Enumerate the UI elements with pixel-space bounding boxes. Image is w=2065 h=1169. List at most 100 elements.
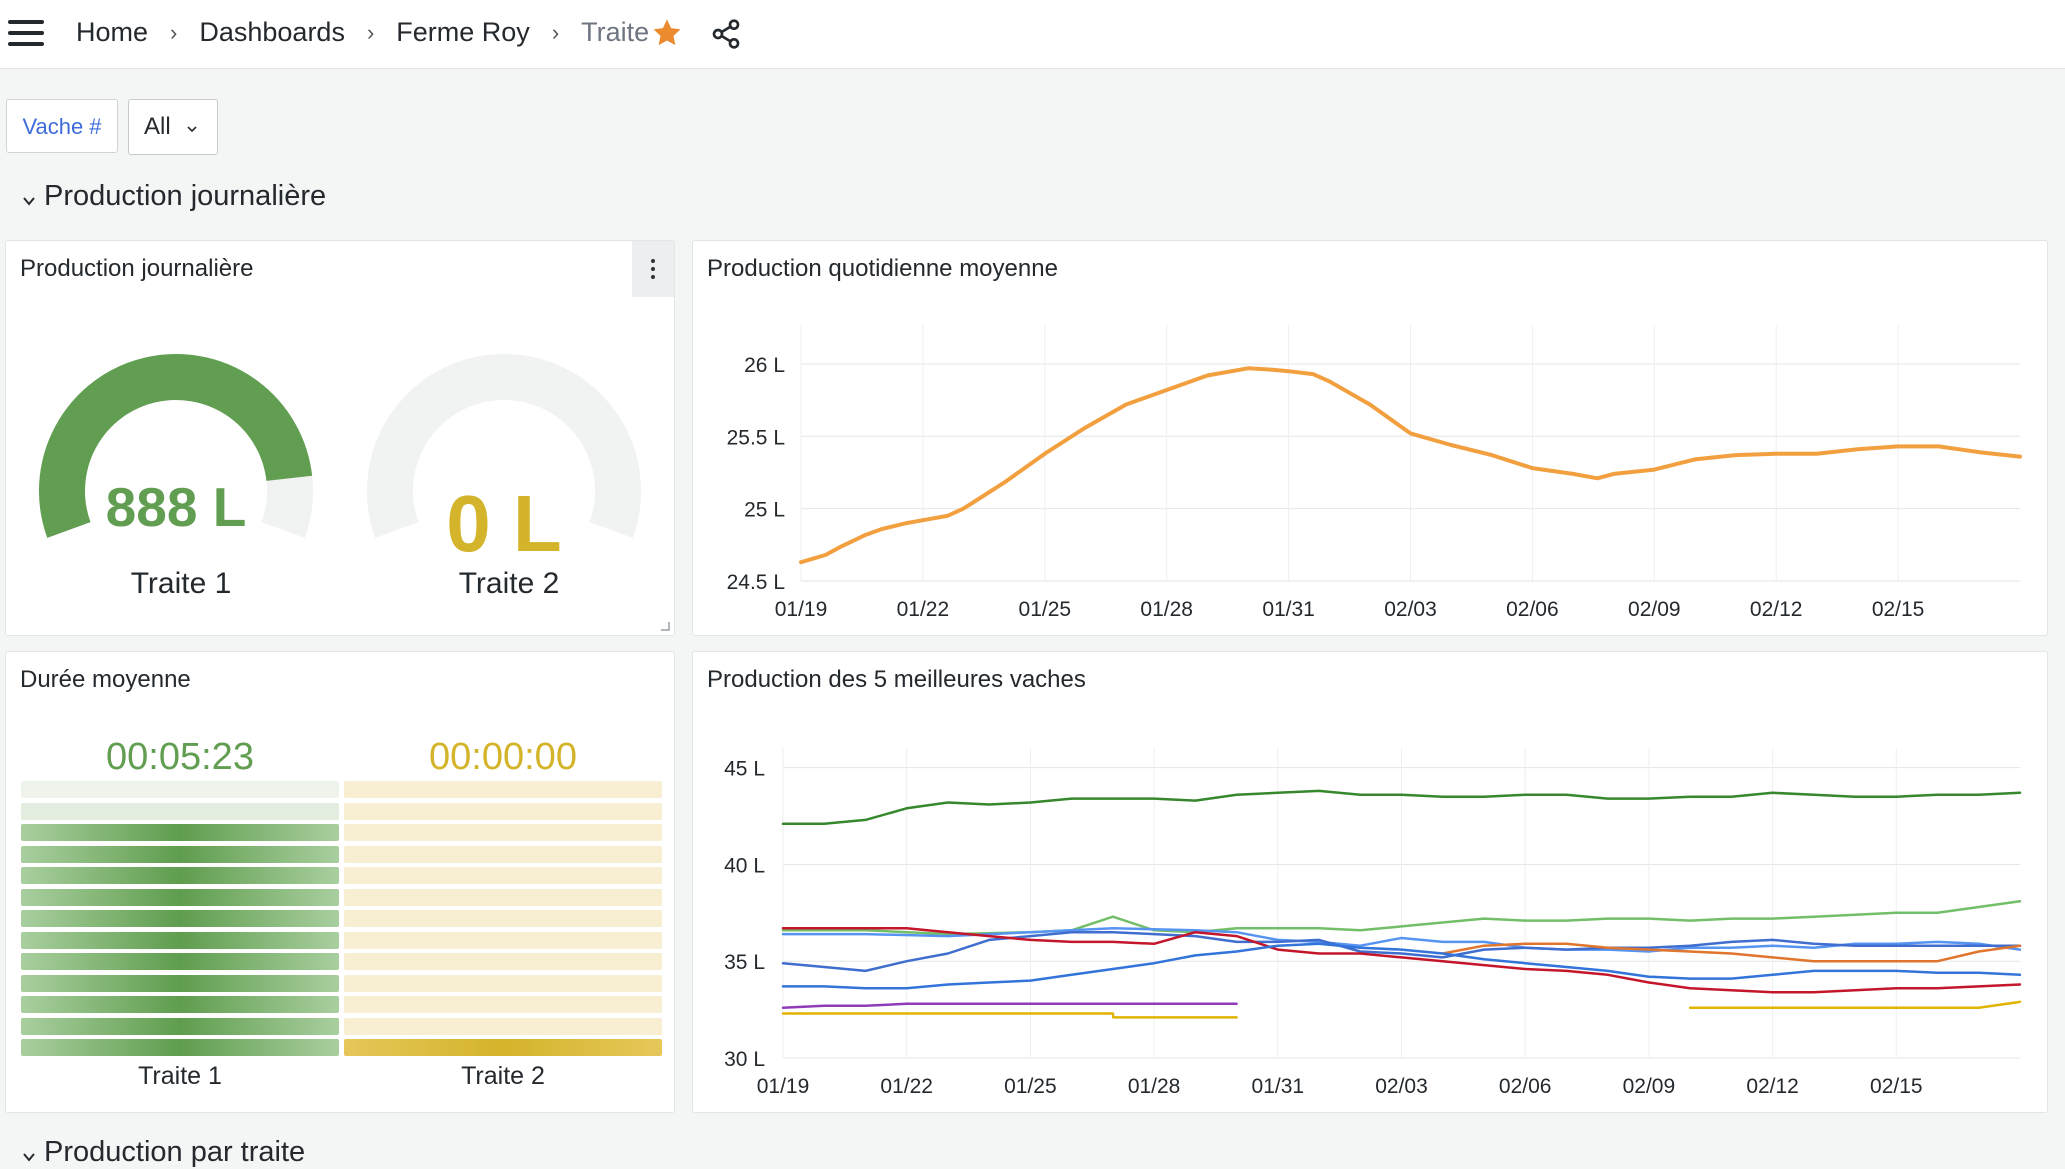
- x-tick-label: 02/09: [1628, 598, 1681, 621]
- variable-value: All: [144, 113, 171, 140]
- y-tick-label: 24.5 L: [727, 571, 785, 594]
- bar-gauge-cell: [344, 996, 662, 1013]
- panel-title: Production journalière: [20, 255, 254, 282]
- breadcrumb-current: Traite: [581, 17, 650, 47]
- panel-menu-icon[interactable]: [632, 241, 674, 297]
- series-line-8: [781, 1012, 1238, 1019]
- bar-gauge-cell: [21, 953, 339, 970]
- bar-gauge-cell: [21, 802, 339, 820]
- series-line-4: [1441, 942, 2022, 963]
- x-tick-label: 01/19: [775, 598, 828, 621]
- x-tick-label: 01/28: [1140, 598, 1193, 621]
- x-tick-label: 01/28: [1128, 1075, 1181, 1098]
- bar-gauge-traite-2: [344, 781, 662, 1109]
- series-line-5: [781, 927, 2022, 994]
- bar-gauge-label: Traite 1: [138, 1062, 222, 1090]
- bar-gauge-cell: [344, 1017, 662, 1035]
- bar-gauge-cell: [21, 888, 339, 906]
- bar-gauge-cell: [344, 1039, 662, 1056]
- y-tick-label: 35 L: [724, 951, 765, 974]
- bar-gauge-cell: [21, 824, 339, 841]
- gauge-traite-1: 888 L: [39, 354, 313, 538]
- row-collapse-icon[interactable]: [22, 1150, 36, 1164]
- x-tick-label: 02/12: [1750, 598, 1803, 621]
- bar-gauge-cell: [344, 867, 662, 884]
- panel-production-quotidienne-moyenne: Production quotidienne moyenne 24.5 L 25 …: [692, 240, 2048, 636]
- x-tick-label: 01/22: [880, 1075, 933, 1098]
- x-tick-label: 01/31: [1262, 598, 1315, 621]
- bar-gauge-cell: [344, 845, 662, 863]
- variable-select[interactable]: All: [128, 99, 218, 155]
- row-collapse-icon[interactable]: [22, 194, 36, 208]
- breadcrumb-home[interactable]: Home: [76, 17, 149, 47]
- star-icon[interactable]: [650, 16, 684, 50]
- x-tick-label: 01/19: [757, 1075, 810, 1098]
- y-tick-label: 45 L: [724, 758, 765, 781]
- panel-title: Durée moyenne: [20, 666, 191, 693]
- gauge-traite-2: 0 L: [367, 354, 641, 568]
- bar-gauge-cell: [344, 802, 662, 820]
- y-tick-label: 26 L: [744, 354, 785, 377]
- breadcrumb-folder[interactable]: Ferme Roy: [396, 17, 530, 47]
- resize-handle-icon[interactable]: [659, 620, 671, 632]
- bar-gauge-cell: [21, 781, 339, 798]
- y-tick-label: 25 L: [744, 499, 785, 522]
- gauge-label: Traite 2: [458, 567, 560, 600]
- variable-label: Vache #: [6, 99, 118, 153]
- y-tick-label: 30 L: [724, 1048, 765, 1071]
- panel-title: Production des 5 meilleures vaches: [707, 666, 1086, 693]
- chevron-right-icon: ›: [366, 19, 375, 45]
- x-tick-label: 02/15: [1872, 598, 1925, 621]
- series-line-0: [781, 789, 2022, 826]
- x-tick-label: 02/12: [1746, 1075, 1799, 1098]
- bar-gauge-cell: [344, 974, 662, 992]
- bar-gauge-cell: [21, 910, 339, 927]
- bar-gauge-label: Traite 2: [461, 1062, 545, 1090]
- bar-gauge-cell: [344, 931, 662, 949]
- series-line-7: [781, 1002, 1238, 1009]
- row-title-production-par-traite[interactable]: Production par traite: [44, 1136, 306, 1168]
- x-tick-label: 02/03: [1384, 598, 1437, 621]
- x-tick-label: 02/06: [1499, 1075, 1552, 1098]
- series-line-1: [781, 899, 2022, 936]
- share-icon[interactable]: [710, 18, 742, 50]
- bar-gauge-cell: [21, 996, 339, 1013]
- x-tick-label: 01/25: [1019, 598, 1072, 621]
- bar-gauge-cell: [21, 974, 339, 992]
- bar-gauge-cell: [21, 1039, 339, 1056]
- bar-gauge-cell: [344, 824, 662, 841]
- y-tick-label: 25.5 L: [727, 426, 785, 449]
- series-line-0: [799, 366, 2022, 565]
- bar-gauge-value: 00:00:00: [429, 736, 577, 778]
- chevron-right-icon: ›: [551, 19, 560, 45]
- x-tick-label: 01/31: [1252, 1075, 1305, 1098]
- gauge-value: 0 L: [446, 479, 562, 568]
- bar-gauge-cell: [344, 910, 662, 927]
- panel-duree-moyenne: Durée moyenne 00:05:23 00:00:00 Traite 1…: [5, 651, 675, 1113]
- x-tick-label: 01/22: [897, 598, 950, 621]
- breadcrumb-dashboards[interactable]: Dashboards: [199, 17, 345, 47]
- bar-gauge-traite-1: [21, 781, 339, 1109]
- bar-gauge-value: 00:05:23: [106, 736, 254, 778]
- line-chart: 30 L 35 L 40 L 45 L 01/19 01/22 01/25 01/28 01/3…: [724, 748, 2022, 1098]
- bar-gauge-cell: [344, 781, 662, 798]
- series-line-3: [781, 930, 2022, 973]
- x-tick-label: 02/15: [1870, 1075, 1923, 1098]
- series-line-6: [781, 942, 2022, 990]
- x-tick-label: 02/09: [1623, 1075, 1676, 1098]
- menu-icon[interactable]: [8, 20, 44, 46]
- chevron-down-icon: [187, 126, 197, 133]
- gauges: 888 L 0 L: [39, 354, 641, 568]
- bar-gauge-cell: [21, 845, 339, 863]
- y-tick-label: 40 L: [724, 854, 765, 877]
- x-tick-label: 02/06: [1506, 598, 1559, 621]
- gauge-value: 888 L: [106, 476, 247, 538]
- chevron-right-icon: ›: [170, 19, 178, 45]
- line-chart: 24.5 L 25 L 25.5 L 26 L 01/19 01/22 01/25 01/28…: [727, 325, 2022, 621]
- x-tick-label: 01/25: [1004, 1075, 1057, 1098]
- row-title-production-journaliere[interactable]: Production journalière: [44, 180, 327, 212]
- bar-gauge-cell: [21, 931, 339, 949]
- bar-gauge-cell: [344, 888, 662, 906]
- bar-gauge-cell: [21, 1017, 339, 1035]
